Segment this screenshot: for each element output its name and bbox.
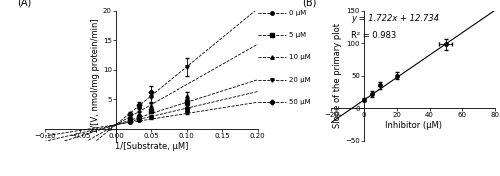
Text: 50 μM: 50 μM (288, 99, 310, 105)
Text: 5 μM: 5 μM (288, 32, 306, 38)
Text: (B): (B) (302, 0, 316, 8)
X-axis label: Inhibitor (μM): Inhibitor (μM) (384, 121, 442, 130)
Y-axis label: Slope of the primary plot: Slope of the primary plot (334, 23, 342, 128)
Text: R² = 0.983: R² = 0.983 (351, 31, 396, 40)
Text: 10 μM: 10 μM (288, 54, 310, 60)
Text: y = 1.722x + 12.734: y = 1.722x + 12.734 (351, 14, 439, 23)
Text: 20 μM: 20 μM (288, 77, 310, 83)
Y-axis label: 1/[V, nmol/mg protein/min]: 1/[V, nmol/mg protein/min] (91, 18, 100, 133)
Text: (A): (A) (18, 0, 32, 8)
X-axis label: 1/[Substrate, μM]: 1/[Substrate, μM] (114, 142, 188, 151)
Text: 0 μM: 0 μM (288, 10, 306, 16)
